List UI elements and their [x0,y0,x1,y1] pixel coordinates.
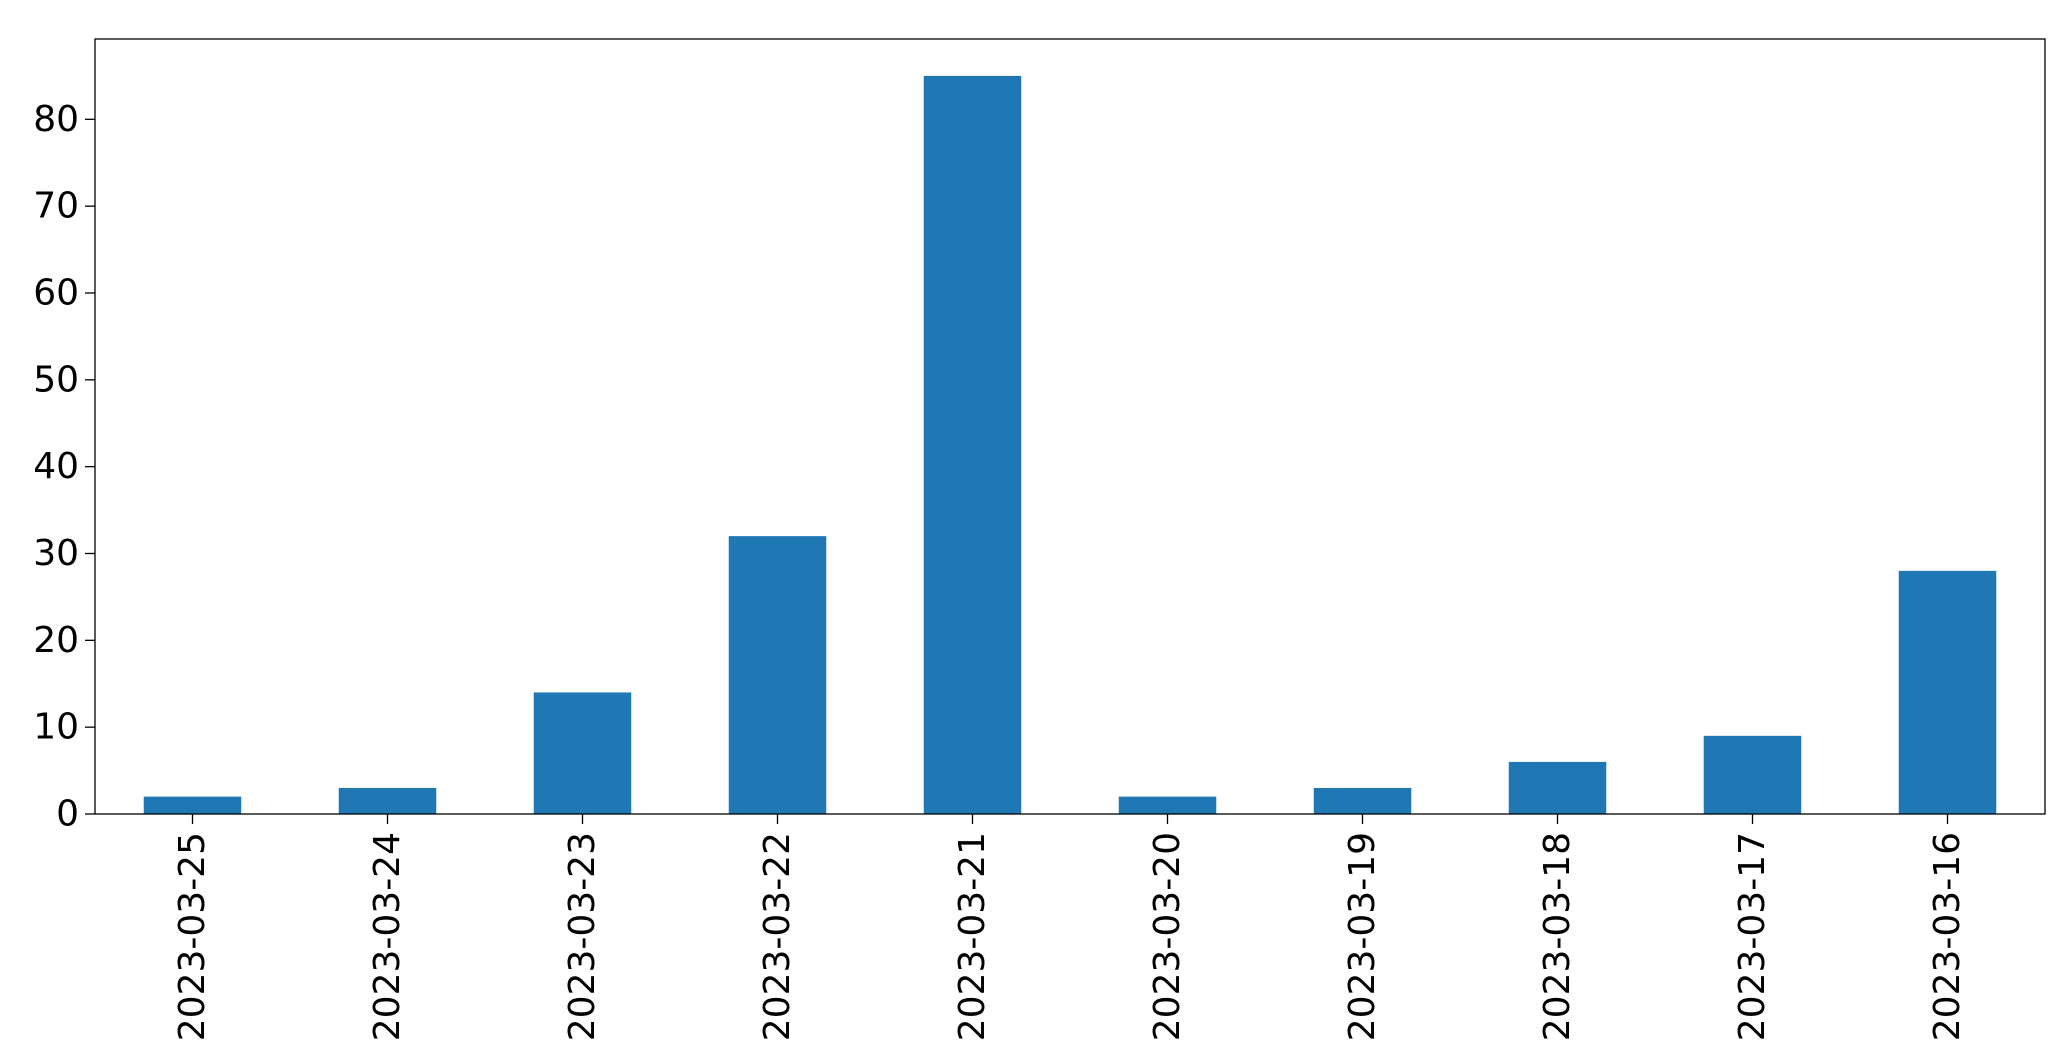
bar-2023-03-25 [143,796,242,814]
y-tick-label: 50 [33,359,79,400]
bars-layer [143,75,1997,814]
bar-2023-03-16 [1898,570,1997,814]
x-tick-label: 2023-03-20 [1147,832,1188,1041]
x-tick-label: 2023-03-19 [1342,832,1383,1041]
y-tick-label: 10 [33,707,79,748]
y-tick-label: 30 [33,533,79,574]
y-tick-label: 80 [33,99,79,140]
x-tick-label: 2023-03-25 [172,832,213,1041]
bar-2023-03-21 [923,75,1022,814]
x-tick-label: 2023-03-16 [1927,832,1968,1041]
y-tick-label: 40 [33,446,79,487]
bar-2023-03-23 [533,692,632,814]
bar-2023-03-22 [728,536,827,814]
x-tick-label: 2023-03-21 [952,832,993,1041]
bar-2023-03-18 [1508,761,1607,814]
x-tick-label: 2023-03-24 [367,832,408,1041]
y-axis: 0 10 20 30 40 50 60 70 80 [33,99,95,835]
bar-2023-03-20 [1118,796,1217,814]
x-axis: 2023-03-25 2023-03-24 2023-03-23 2023-03-22… [172,814,1968,1041]
y-tick-label: 70 [33,186,79,227]
y-tick-label: 20 [33,620,79,661]
y-tick-label: 0 [56,794,79,835]
x-tick-label: 2023-03-17 [1732,832,1773,1041]
y-tick-label: 60 [33,272,79,313]
x-tick-label: 2023-03-18 [1537,832,1578,1041]
x-tick-label: 2023-03-22 [757,832,798,1041]
plot-frame [94,38,2046,815]
bar-2023-03-24 [338,787,437,814]
bar-2023-03-19 [1313,787,1412,814]
bar-2023-03-17 [1703,735,1802,814]
x-tick-label: 2023-03-23 [562,832,603,1041]
